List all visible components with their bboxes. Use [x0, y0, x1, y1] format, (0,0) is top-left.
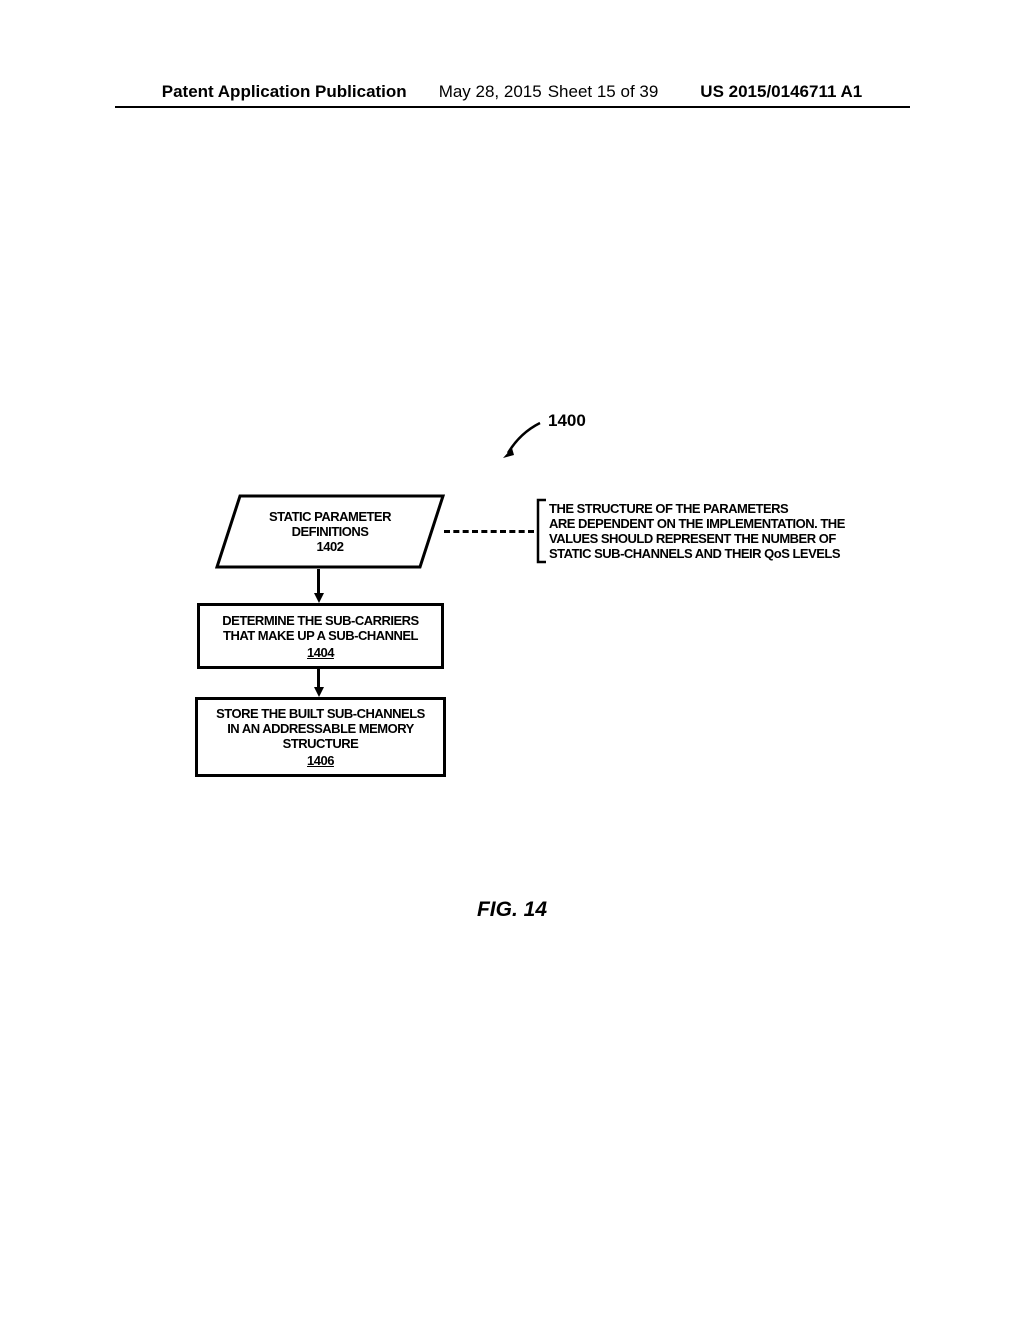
header-left: Patent Application Publication	[162, 82, 407, 102]
page-header: Patent Application Publication May 28, 2…	[0, 82, 1024, 102]
annotation-text: THE STRUCTURE OF THE PARAMETERS ARE DEPE…	[549, 501, 845, 561]
flowchart-process-box-2: STORE THE BUILT SUB-CHANNELS IN AN ADDRE…	[195, 697, 446, 777]
box3-line3: STRUCTURE	[283, 736, 359, 751]
box1-line1: STATIC PARAMETER	[269, 509, 391, 524]
ref-arrow-icon	[500, 418, 550, 463]
box3-line1: STORE THE BUILT SUB-CHANNELS	[216, 706, 425, 721]
annotation-line4: STATIC SUB-CHANNELS AND THEIR QoS LEVELS	[549, 546, 845, 561]
box2-line1: DETERMINE THE SUB-CARRIERS	[222, 613, 418, 628]
arrow-2-3-line	[317, 666, 320, 689]
flowchart-process-box-1: DETERMINE THE SUB-CARRIERS THAT MAKE UP …	[197, 603, 444, 669]
box1-step: 1402	[269, 539, 391, 554]
annotation-line2: ARE DEPENDENT ON THE IMPLEMENTATION. THE	[549, 516, 845, 531]
box3-line2: IN AN ADDRESSABLE MEMORY	[227, 721, 414, 736]
header-date: May 28, 2015	[439, 82, 542, 102]
arrow-1-2-line	[317, 569, 320, 595]
bracket-icon	[534, 498, 548, 564]
arrow-2-3-head	[314, 687, 324, 697]
flowchart: 1400 STATIC PARAMETER DEFINITIONS 1402 T…	[0, 150, 1024, 1050]
figure-caption: FIG. 14	[0, 898, 1024, 922]
box2-step: 1404	[307, 645, 334, 660]
box3-step: 1406	[307, 753, 334, 768]
ref-number: 1400	[548, 411, 586, 431]
box1-line2: DEFINITIONS	[269, 524, 391, 539]
header-pubnum: US 2015/0146711 A1	[700, 82, 862, 102]
annotation-line1: THE STRUCTURE OF THE PARAMETERS	[549, 501, 845, 516]
header-rule	[115, 106, 910, 108]
annotation-connector	[444, 530, 534, 533]
header-sheet: Sheet 15 of 39	[548, 82, 659, 102]
annotation-line3: VALUES SHOULD REPRESENT THE NUMBER OF	[549, 531, 845, 546]
flowchart-input-box: STATIC PARAMETER DEFINITIONS 1402	[215, 494, 445, 569]
box2-line2: THAT MAKE UP A SUB-CHANNEL	[223, 628, 418, 643]
arrow-1-2-head	[314, 593, 324, 603]
